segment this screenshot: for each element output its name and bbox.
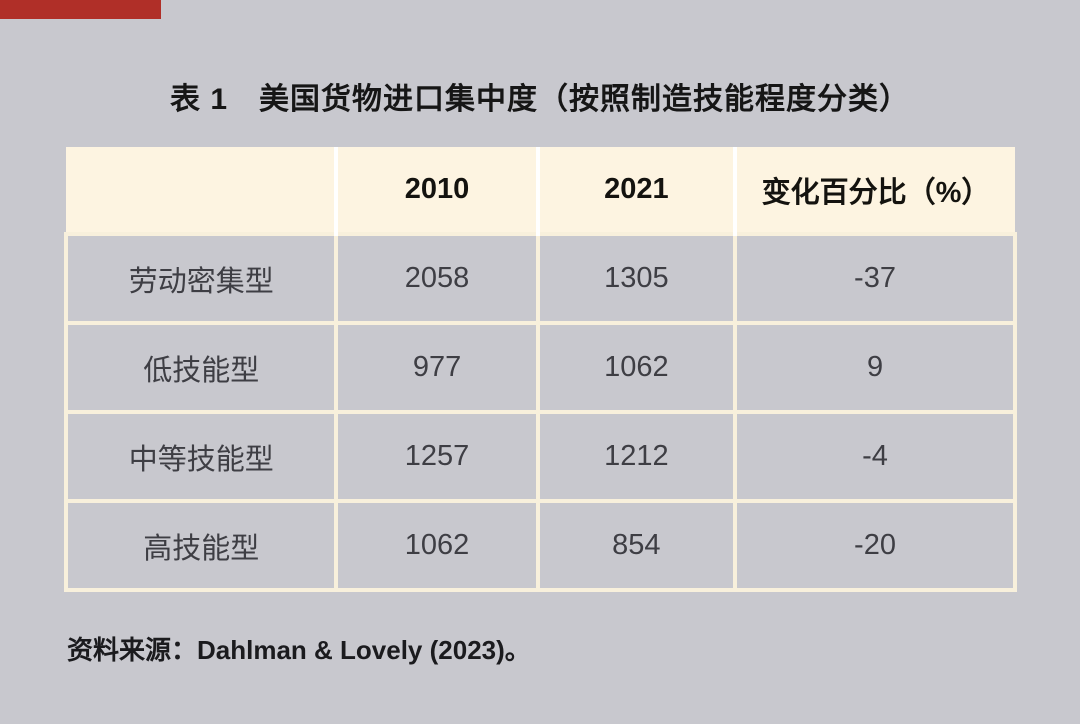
cell-2010-value: 1062 — [334, 499, 540, 592]
cell-2021-value: 1062 — [535, 321, 738, 414]
source-note: 资料来源：Dahlman & Lovely (2023)。 — [67, 635, 531, 665]
cell-change-value: -4 — [733, 410, 1017, 503]
cell-change-value: 9 — [733, 321, 1017, 414]
cell-2021-value: 1212 — [535, 410, 738, 503]
cell-2021-value: 854 — [535, 499, 738, 592]
cell-2010-value: 977 — [334, 321, 540, 414]
table-row-low-skill: 低技能型 977 1062 9 — [63, 321, 1017, 414]
table-row-high-skill: 高技能型 1062 854 -20 — [63, 499, 1017, 592]
table-row-medium-skill: 中等技能型 1257 1212 -4 — [63, 410, 1017, 503]
row-label: 低技能型 — [63, 321, 339, 414]
cell-change-value: -20 — [733, 499, 1017, 592]
header-row: 2010 2021 变化百分比（%） — [66, 147, 1015, 234]
row-label: 高技能型 — [63, 499, 339, 592]
header-cell-change-percent: 变化百分比（%） — [733, 147, 1015, 234]
header-cell-category — [66, 147, 339, 234]
cell-2021-value: 1305 — [535, 232, 738, 325]
import-concentration-table: 2010 2021 变化百分比（%） 劳动密集型 2058 1305 -37 低… — [63, 147, 1017, 592]
cell-change-value: -37 — [733, 232, 1017, 325]
table-row-labor-intensive: 劳动密集型 2058 1305 -37 — [63, 232, 1017, 325]
cell-2010-value: 2058 — [334, 232, 540, 325]
red-accent-bar — [0, 0, 161, 19]
row-label: 劳动密集型 — [63, 232, 339, 325]
data-table: 2010 2021 变化百分比（%） 劳动密集型 2058 1305 -37 低… — [63, 147, 1017, 592]
row-label: 中等技能型 — [63, 410, 339, 503]
cell-2010-value: 1257 — [334, 410, 540, 503]
header-cell-2010: 2010 — [334, 147, 540, 234]
table-title: 表 1 美国货物进口集中度（按照制造技能程度分类） — [169, 83, 911, 116]
header-cell-2021: 2021 — [535, 147, 738, 234]
